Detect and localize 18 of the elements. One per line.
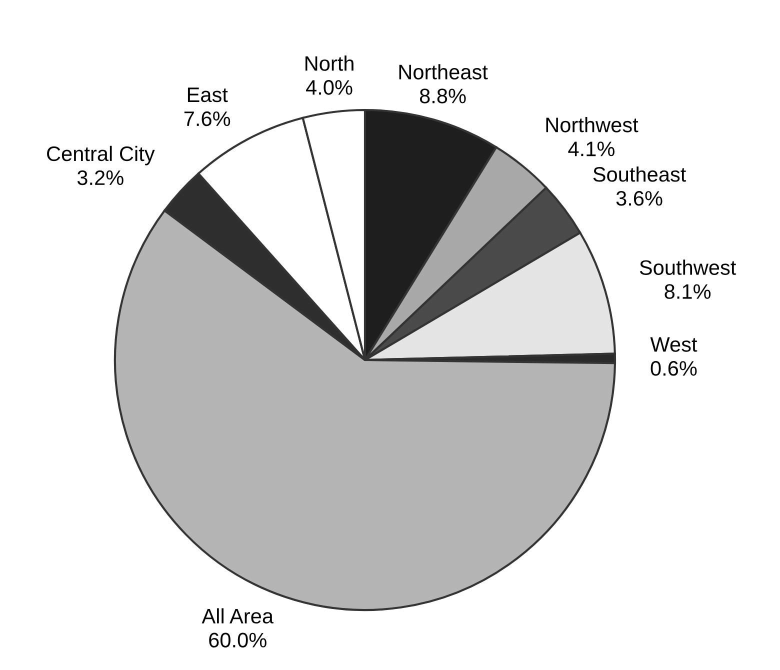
slice-label: Central City <box>47 146 155 166</box>
slice-label: Southeast <box>593 166 686 182</box>
data-label: 3.6% <box>616 190 662 206</box>
slice-label: West <box>650 337 698 352</box>
slice-label: East <box>188 88 228 102</box>
data-label: 0.6% <box>650 361 697 376</box>
slice-label: North <box>306 56 354 71</box>
data-label: 4.1% <box>568 142 614 156</box>
slice-label: Northeast <box>399 64 488 80</box>
slice-label: Northwest <box>546 117 638 132</box>
slice-label: Southwest <box>640 260 736 275</box>
data-label: 4.0% <box>306 80 352 95</box>
data-label: 8.1% <box>664 284 711 299</box>
data-label: 3.2% <box>77 170 124 186</box>
data-label: 60.0% <box>209 632 266 648</box>
data-label: 8.8% <box>420 88 466 104</box>
slice-label: All Area <box>202 608 274 624</box>
data-label: 7.6% <box>184 111 230 126</box>
